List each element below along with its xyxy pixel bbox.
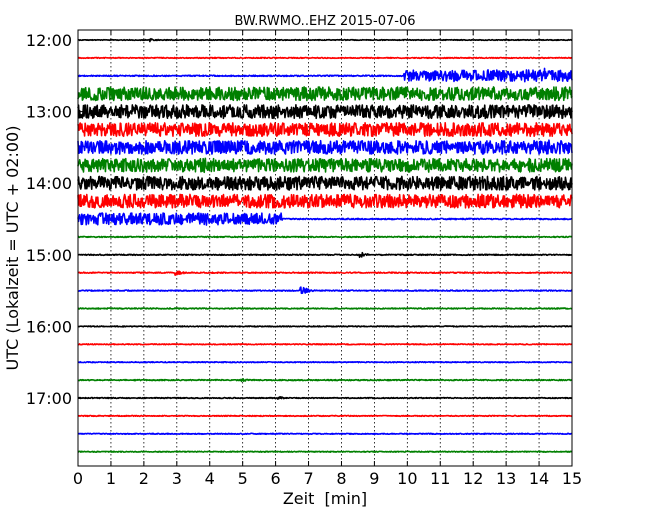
- trace-line: [77, 193, 573, 209]
- x-tick-label: 3: [172, 469, 182, 488]
- x-tick-label: 8: [336, 469, 346, 488]
- trace-line: [77, 104, 573, 120]
- grid-lines: [110, 30, 540, 466]
- x-tick-label: 14: [529, 469, 549, 488]
- chart-title: BW.RWMO..EHZ 2015-07-06: [234, 14, 415, 29]
- x-tick-label: 15: [562, 469, 582, 488]
- x-axis-label: Zeit [min]: [283, 489, 367, 508]
- trace-line: [77, 56, 573, 60]
- trace-line: [77, 157, 573, 174]
- x-tick-label: 11: [430, 469, 450, 488]
- trace-line: [77, 325, 573, 328]
- trace-line: [77, 360, 573, 364]
- x-tick-label: 1: [106, 469, 116, 488]
- x-tick-label: 9: [369, 469, 379, 488]
- trace-line: [77, 67, 573, 83]
- trace-line: [77, 378, 573, 383]
- x-tick-label: 5: [238, 469, 248, 488]
- y-tick-label: 17:00: [26, 389, 72, 408]
- x-axis-ticks: 0 1 2 3 4 5 6 7 8 9 10 11 12 13 14 15: [73, 30, 582, 488]
- trace-line: [77, 414, 573, 418]
- x-tick-label: 6: [271, 469, 281, 488]
- y-axis-label: UTC (Lokalzeit = UTC + 02:00): [3, 126, 22, 371]
- trace-line: [77, 212, 573, 226]
- trace-line: [77, 37, 573, 43]
- trace-line: [77, 121, 573, 138]
- x-tick-label: 10: [397, 469, 417, 488]
- trace-line: [77, 270, 573, 276]
- trace-line: [77, 86, 573, 102]
- x-tick-label: 7: [303, 469, 313, 488]
- trace-line: [77, 450, 573, 453]
- x-tick-label: 0: [73, 469, 83, 488]
- y-tick-label: 15:00: [26, 246, 72, 265]
- trace-line: [77, 175, 573, 191]
- x-tick-label: 12: [463, 469, 483, 488]
- plot-frame: [77, 29, 573, 467]
- trace-group: [77, 37, 573, 453]
- trace-line: [77, 343, 573, 346]
- trace-line: [77, 286, 573, 295]
- trace-line: [77, 307, 573, 310]
- trace-line: [77, 235, 573, 239]
- y-tick-label: 13:00: [26, 103, 72, 122]
- y-tick-label: 16:00: [26, 317, 72, 336]
- y-tick-label: 14:00: [26, 174, 72, 193]
- trace-line: [77, 251, 573, 259]
- trace-line: [77, 432, 573, 436]
- trace-line: [77, 139, 573, 155]
- x-tick-label: 4: [205, 469, 215, 488]
- y-axis-ticks: 12:00 13:00 14:00 15:00 16:00 17:00: [26, 31, 572, 408]
- x-tick-label: 13: [496, 469, 516, 488]
- trace-line: [77, 395, 573, 400]
- y-tick-label: 12:00: [26, 31, 72, 50]
- x-tick-label: 2: [139, 469, 149, 488]
